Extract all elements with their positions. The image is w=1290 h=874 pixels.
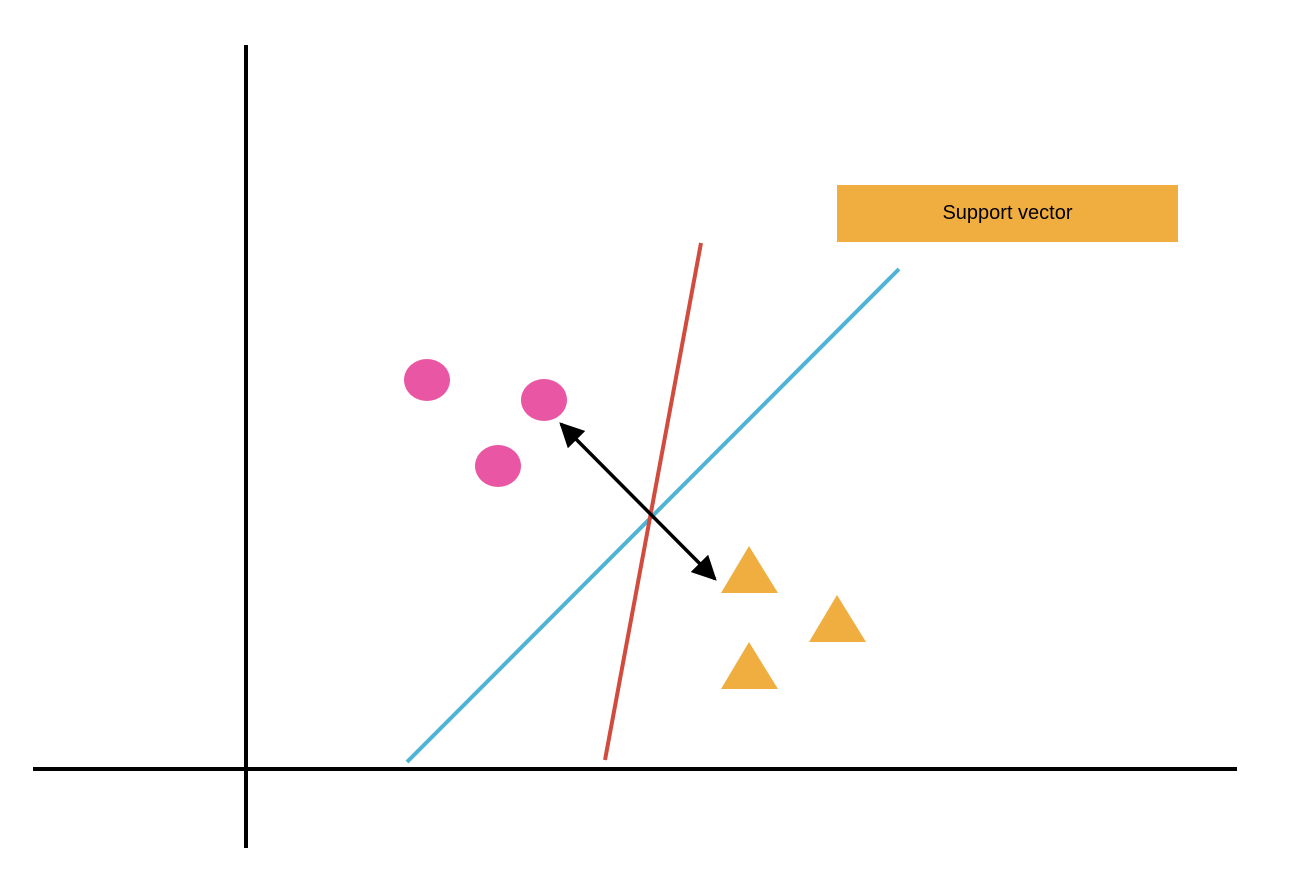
class-b-point [809, 595, 866, 642]
class-a-point [404, 359, 450, 401]
class-b-point [721, 546, 778, 593]
support-vector-label-text: Support vector [942, 202, 1073, 224]
margin-arrow [559, 422, 717, 581]
class-a-point [475, 445, 521, 487]
support-vector-label: Support vector [837, 185, 1178, 242]
class-b-point [721, 642, 778, 689]
hyperplane-red [603, 242, 703, 761]
class-a-point [521, 379, 567, 421]
support-vector-label-box [837, 185, 1178, 242]
